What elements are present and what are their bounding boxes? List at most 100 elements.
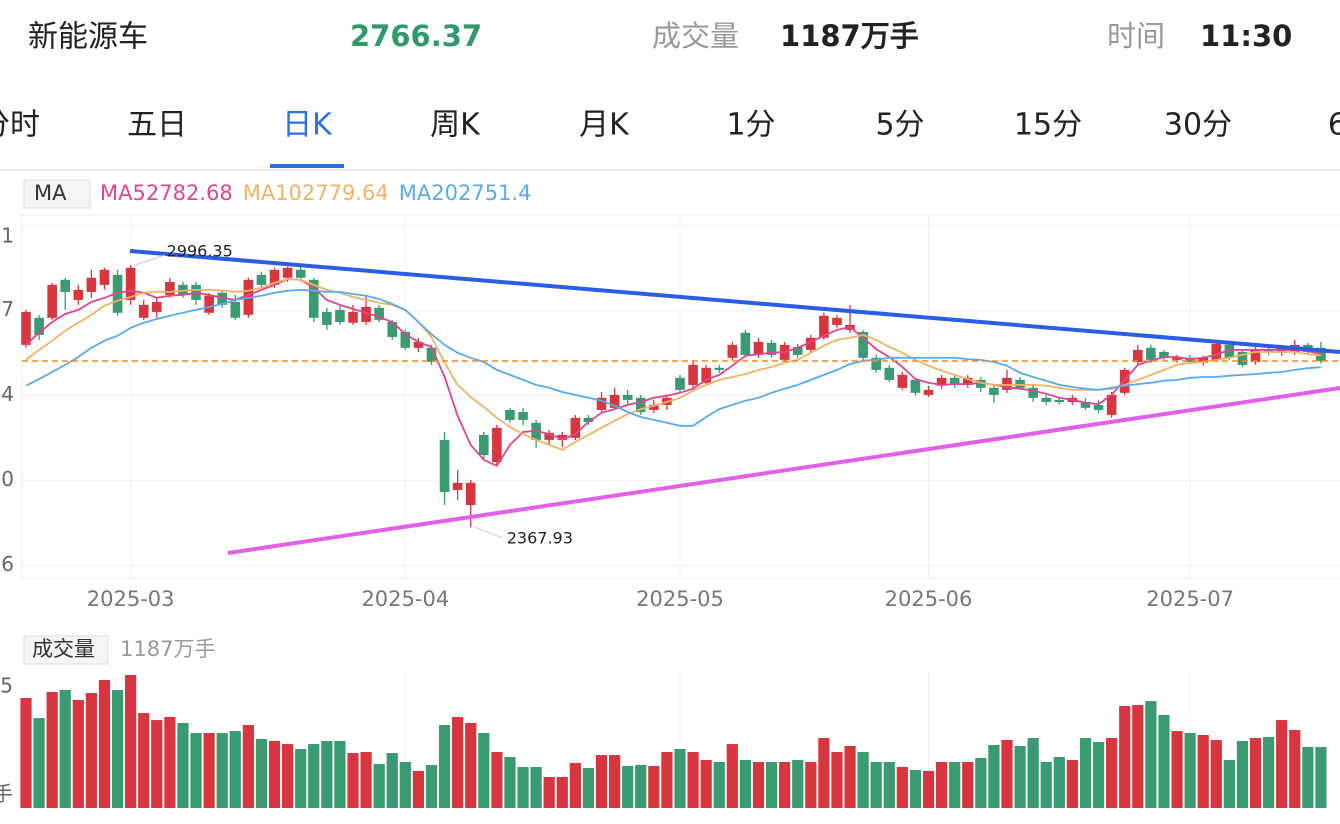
volume-bar	[962, 762, 974, 808]
tab[interactable]: 1分	[726, 108, 775, 143]
ma-legend-name: MA20	[399, 181, 458, 205]
tab[interactable]: 周K	[430, 108, 481, 143]
volume-bar	[308, 744, 320, 808]
tab[interactable]: 分时	[0, 108, 40, 143]
candle-body	[1159, 351, 1169, 358]
candle-body	[1106, 394, 1117, 415]
volume-bar	[478, 732, 490, 808]
tab[interactable]: 5分	[875, 108, 924, 143]
volume-bar	[779, 762, 791, 808]
x-tick-label: 2025-05	[636, 587, 724, 611]
tab[interactable]: 月K	[579, 108, 630, 143]
volume-bar	[517, 766, 529, 808]
volume-bar	[674, 749, 686, 808]
volume-bar	[648, 766, 660, 808]
volume-bar	[844, 745, 856, 808]
volume-bar	[975, 758, 987, 808]
candle-body	[269, 269, 280, 285]
tab[interactable]: 五日	[127, 108, 187, 143]
volume-bar	[1053, 757, 1065, 808]
volume-bar	[805, 762, 817, 808]
tab[interactable]: 30分	[1164, 108, 1232, 143]
candle-body	[387, 321, 398, 337]
candle-body	[1002, 377, 1012, 390]
candle-body	[439, 439, 450, 493]
ma-legend: MA52782.68 MA102779.64 MA202751.4	[100, 181, 531, 205]
price: 2766.37	[350, 19, 482, 53]
volume-bar	[360, 751, 372, 808]
candle-body	[1237, 351, 1248, 365]
candle-body	[819, 315, 829, 338]
candle-body	[897, 374, 908, 388]
candle-body	[322, 311, 332, 325]
candle-body	[374, 307, 384, 320]
volume-bar	[909, 770, 922, 808]
tab-underline	[270, 164, 344, 168]
volume-bar	[151, 720, 163, 808]
trend-line	[227, 386, 1340, 555]
candle-body	[204, 295, 214, 313]
volume-bar	[1066, 760, 1078, 808]
volume-bar	[1132, 705, 1144, 808]
candle-body	[505, 409, 515, 420]
candle-body	[308, 279, 319, 318]
volume-bar	[1040, 762, 1052, 808]
volume-bar	[282, 744, 294, 808]
volume-bar	[1249, 738, 1262, 808]
ma-line	[25, 288, 1321, 427]
tab[interactable]: 60分	[1328, 108, 1340, 143]
leader	[474, 526, 503, 539]
candle-body	[871, 357, 881, 370]
candle-body	[701, 367, 711, 383]
volume-bar	[1315, 747, 1327, 808]
x-tick-label: 2025-04	[361, 587, 449, 611]
candle-body	[688, 364, 698, 385]
volume-bar	[1197, 734, 1209, 808]
candle-body	[1250, 349, 1261, 362]
volume-bar	[700, 760, 712, 808]
candle-body	[792, 346, 803, 355]
candle-body	[99, 269, 110, 285]
volume-bar	[72, 700, 84, 808]
candle-body	[622, 394, 633, 400]
volume-bar	[177, 723, 189, 808]
volume-bar	[85, 693, 97, 808]
volume-bar	[399, 762, 411, 808]
volume-bar	[609, 755, 621, 808]
tab[interactable]: 日K	[282, 108, 333, 143]
volume-bar	[1210, 740, 1222, 808]
candle-body	[635, 397, 646, 413]
volume-bar	[1263, 736, 1275, 808]
volume-bar	[1276, 720, 1288, 808]
tab[interactable]: 15分	[1014, 108, 1082, 143]
volume-bar	[739, 760, 751, 808]
candle-body	[230, 301, 241, 318]
volume-bar	[1289, 730, 1301, 808]
volume-bar	[334, 741, 346, 808]
volume-bar	[1302, 747, 1314, 808]
volume-bar	[1092, 742, 1105, 808]
volume-bar	[949, 762, 961, 808]
volume-bar	[765, 762, 778, 808]
volume-bar	[425, 764, 438, 808]
candle-body	[544, 432, 554, 440]
volume-bar	[59, 690, 71, 808]
volume-bar	[752, 762, 765, 808]
volume-bar	[438, 725, 451, 808]
candle-body	[609, 394, 620, 408]
ma-legend-value: 2782.68	[146, 181, 233, 205]
stock-name: 新能源车	[28, 20, 148, 55]
candle-body	[766, 342, 777, 355]
candle-body	[1041, 397, 1052, 402]
candle-body	[138, 304, 149, 318]
volume-bar	[295, 749, 307, 808]
y-tick-label: 2276	[0, 552, 14, 576]
volume-bar	[1145, 701, 1157, 808]
candle-body	[557, 434, 568, 440]
volume-bar	[216, 732, 228, 808]
candle-body	[295, 269, 306, 278]
volume-bar	[46, 692, 58, 808]
volume-bar	[595, 755, 608, 808]
